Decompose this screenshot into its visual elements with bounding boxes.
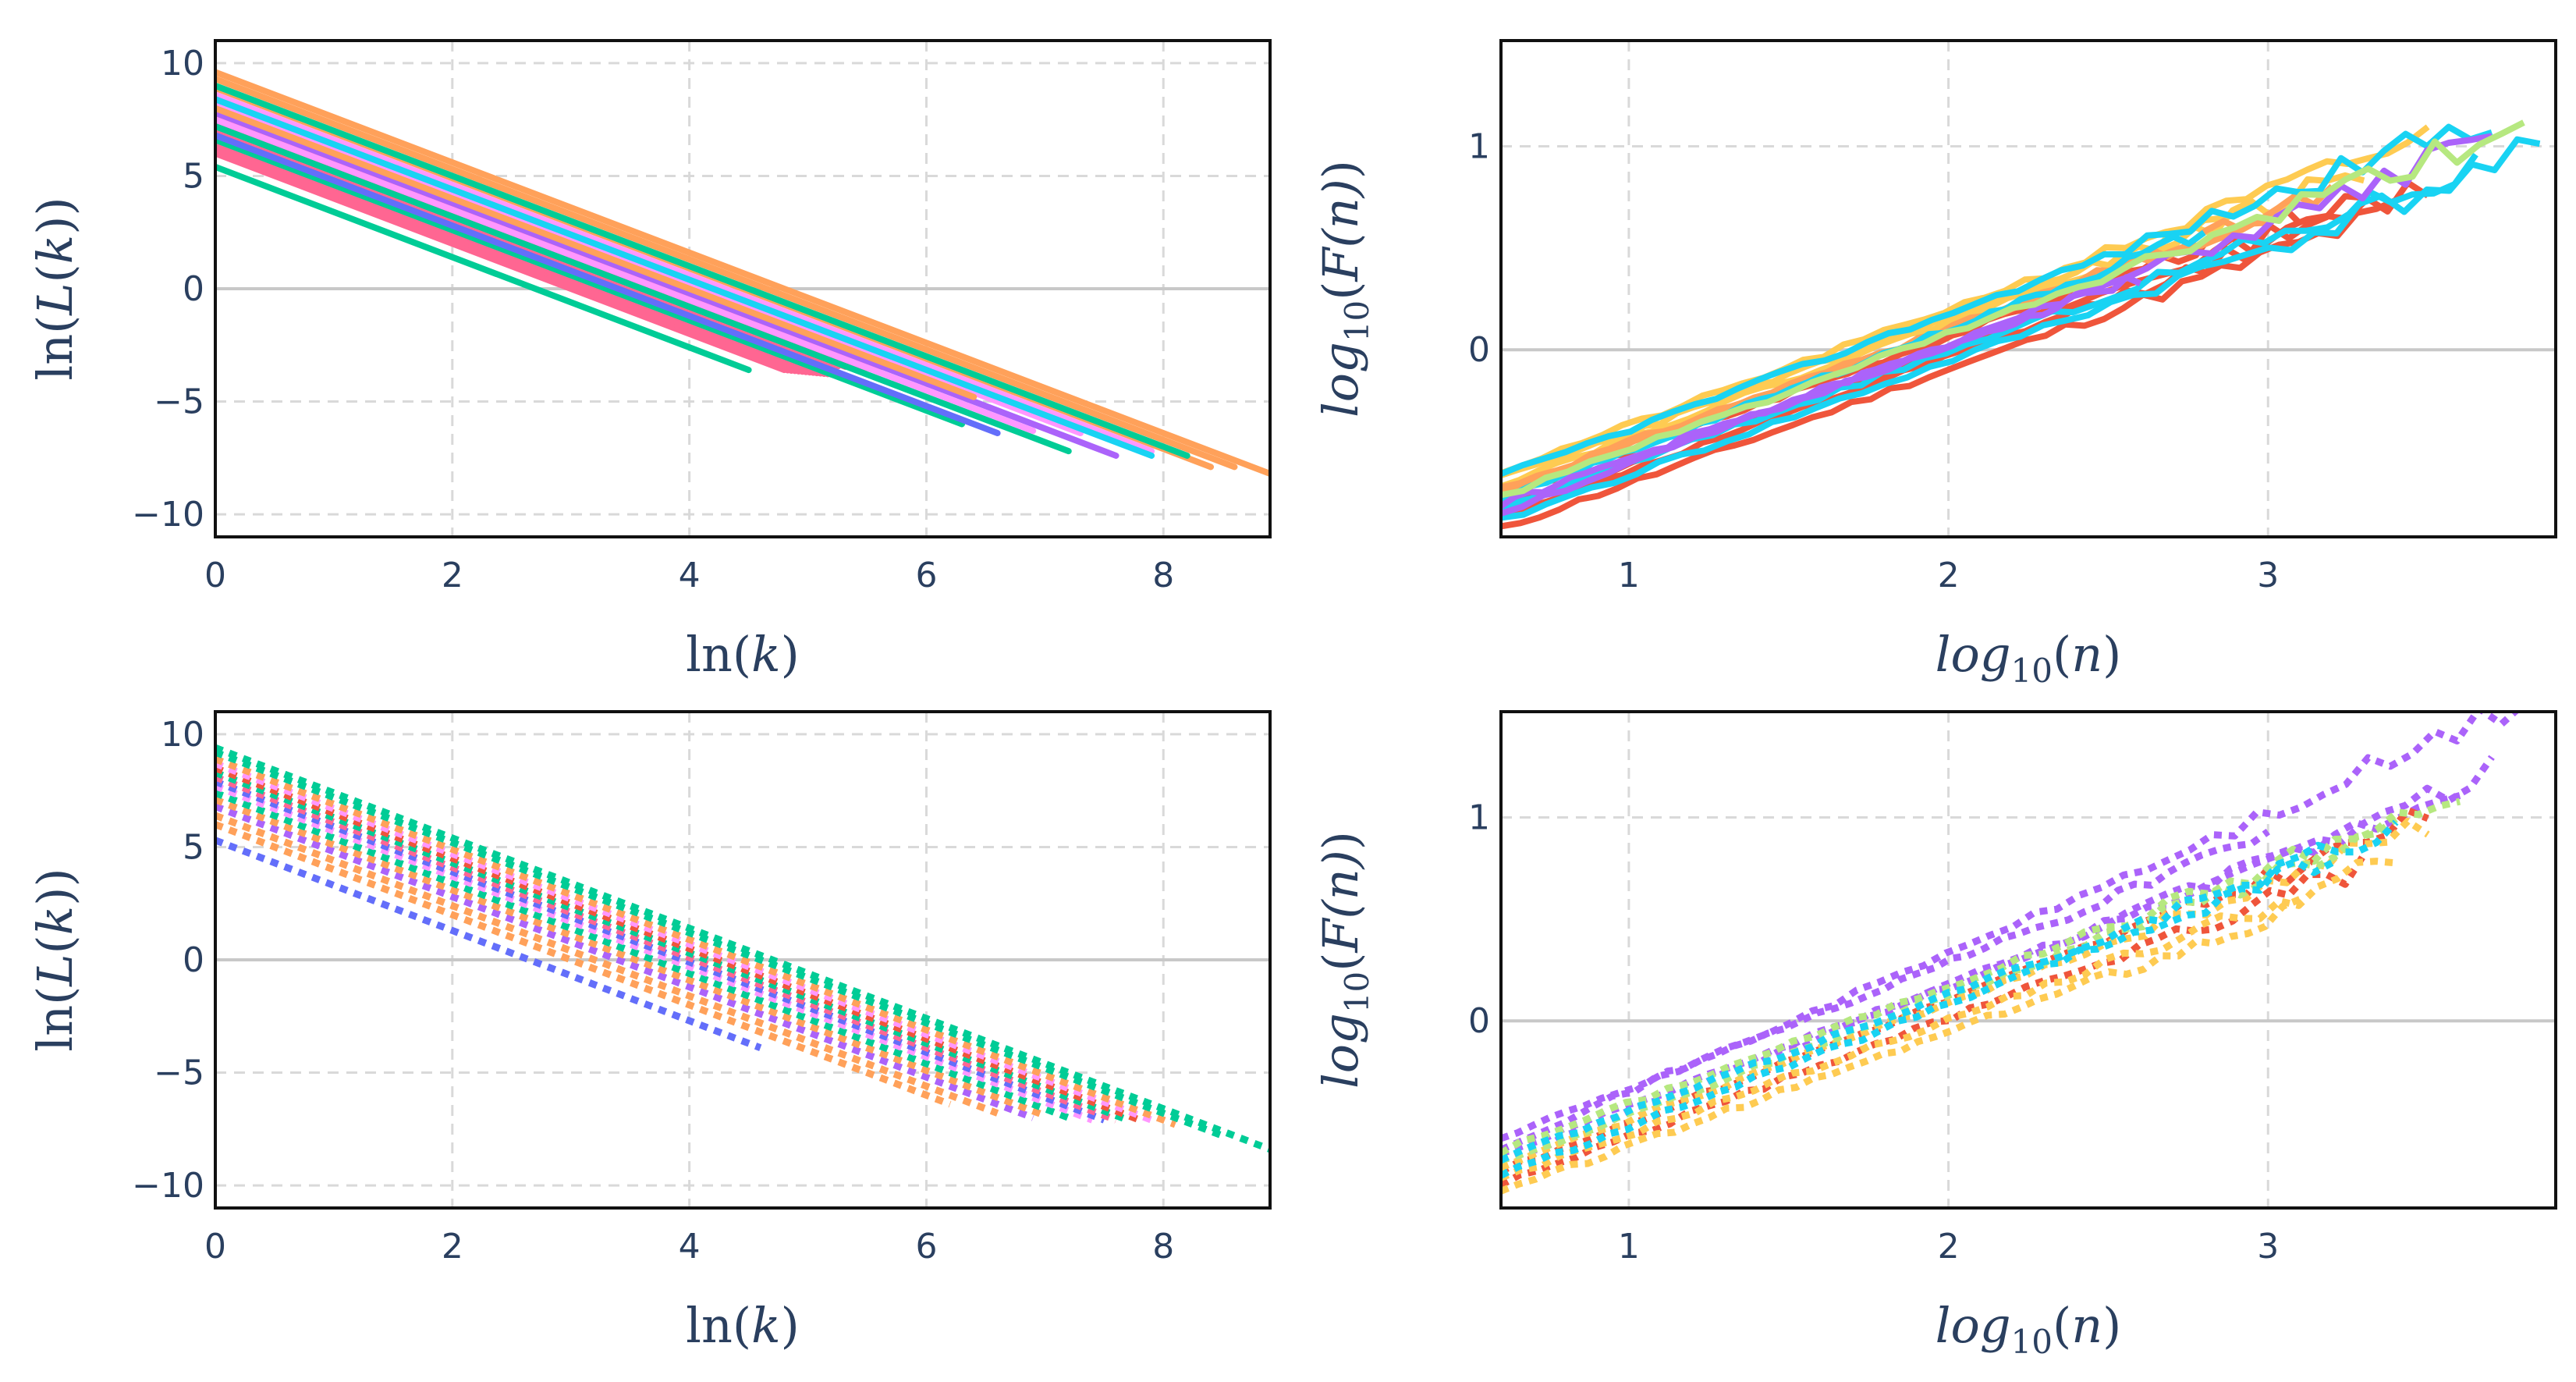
series-line (215, 137, 966, 428)
grid (1501, 712, 2556, 1208)
x-tick-label: 1 (1618, 556, 1640, 595)
x-tick-label: 8 (1152, 1227, 1174, 1267)
series-line (1501, 819, 2399, 1164)
y-tick-label: −5 (154, 382, 204, 422)
chart-bottom-right: 1 2 3 0 1 log10(n) log10(F(n)) (1312, 710, 2557, 1361)
x-tick-label: 1 (1618, 1227, 1640, 1267)
series-line (215, 748, 1224, 1139)
x-tick-label: 3 (2257, 556, 2279, 595)
y-axis-label: log10(F(n)) (1312, 831, 1376, 1089)
x-tick-label: 0 (204, 1227, 226, 1267)
series-line (215, 778, 1105, 1124)
series-line (215, 812, 999, 1117)
x-tick-label: 2 (1938, 1227, 1960, 1267)
series-line (215, 769, 1130, 1124)
y-axis-label: log10(F(n)) (1312, 160, 1376, 417)
series-line (1501, 133, 2493, 517)
plot-frame (214, 39, 1272, 538)
series-line (215, 109, 1119, 459)
series-line (215, 765, 1141, 1124)
y-tick-label: 1 (1468, 798, 1490, 838)
series-line (215, 116, 1037, 435)
x-axis-label: ln(k) (686, 626, 800, 683)
chart-top-right: 1 2 3 0 1 log10(n) log10(F(n)) (1312, 39, 2557, 690)
series-line (1501, 858, 2334, 1179)
y-axis-label: ln(L(k)) (27, 197, 83, 380)
x-axis-label: ln(k) (686, 1297, 800, 1354)
series-line (1501, 858, 2397, 1181)
y-tick-label: 10 (161, 44, 204, 83)
x-tick-label: 4 (679, 1227, 701, 1267)
grid (1501, 41, 2556, 537)
plot-frame (1499, 39, 2557, 538)
series-line (1501, 119, 2525, 499)
series-line (1501, 828, 2270, 1142)
series-line (1501, 792, 2461, 1157)
series-line (1501, 712, 2521, 1153)
series-line (215, 760, 1153, 1124)
series-line (1501, 798, 2461, 1156)
y-tick-label: 0 (183, 269, 204, 309)
x-axis-label: log10(n) (1936, 1297, 2122, 1361)
series-line (215, 755, 1177, 1128)
series-line (1501, 124, 2430, 477)
x-tick-label: 6 (915, 1227, 937, 1267)
plot-frame (214, 710, 1272, 1210)
series-line (1501, 136, 2541, 521)
y-tick-label: 0 (183, 940, 204, 980)
series-line (215, 773, 1118, 1124)
x-tick-label: 0 (204, 556, 226, 595)
chart-bottom-left: 0 2 4 6 8 −10 −5 0 5 10 ln(k) ln(L(k)) (27, 710, 1272, 1354)
series-line (215, 105, 978, 400)
series-group (215, 744, 1270, 1153)
x-axis-label: log10(n) (1936, 626, 2122, 690)
y-tick-label: −10 (132, 1166, 204, 1206)
series-line (215, 91, 1155, 455)
series-line (1501, 896, 2301, 1195)
series-line (215, 82, 1190, 459)
chart-top-left: 0 2 4 6 8 −10 −5 0 5 10 ln(k) ln(L(k)) (27, 39, 1272, 683)
y-axis-label: ln(L(k)) (27, 868, 83, 1051)
y-tick-label: 0 (1468, 1001, 1490, 1041)
y-tick-label: 5 (183, 156, 204, 196)
y-tick-label: −5 (154, 1053, 204, 1093)
x-tick-label: 6 (915, 556, 937, 595)
x-tick-label: 4 (679, 556, 701, 595)
series-line (215, 76, 1238, 471)
x-tick-label: 8 (1152, 556, 1174, 595)
series-line (215, 744, 1270, 1153)
series-line (1501, 817, 2430, 1171)
series-group (215, 69, 1270, 478)
x-tick-label: 2 (442, 1227, 463, 1267)
x-tick-label: 2 (1938, 556, 1960, 595)
y-tick-label: 5 (183, 827, 204, 867)
series-line (1501, 274, 2142, 510)
x-tick-label: 3 (2257, 1227, 2279, 1267)
series-line (215, 163, 752, 374)
series-group (1501, 712, 2521, 1195)
series-line (1501, 123, 2493, 478)
plot-frame (1499, 710, 2557, 1210)
series-line (215, 821, 952, 1108)
series-group (1501, 119, 2541, 530)
series-line (215, 100, 1084, 437)
series-line (215, 789, 1070, 1121)
grid (214, 41, 1270, 537)
x-tick-label: 2 (442, 556, 463, 595)
series-line (215, 123, 1072, 455)
series-line (215, 96, 1155, 459)
series-line (215, 69, 1270, 478)
series-line (215, 132, 1001, 437)
y-tick-label: 10 (161, 715, 204, 755)
series-line (215, 803, 1034, 1121)
y-tick-label: 1 (1468, 127, 1490, 167)
y-tick-label: 0 (1468, 330, 1490, 370)
series-line (215, 783, 1094, 1124)
y-tick-label: −10 (132, 495, 204, 535)
